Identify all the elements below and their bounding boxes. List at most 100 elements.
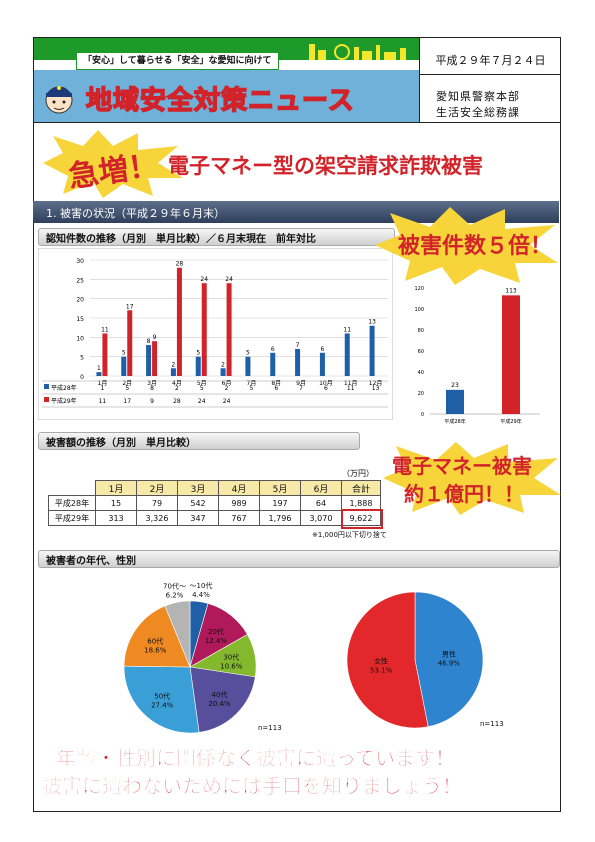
table-cell: 2 <box>225 385 229 392</box>
table-cell: 28 <box>173 398 181 405</box>
y-tick-label: 30 <box>76 258 84 265</box>
table-row: 平成28年 15 79 542 989 197 64 1,888 <box>48 495 381 511</box>
subsection-title-amount: 被害額の推移（月別 単月比較） <box>46 438 196 449</box>
y-tick-label: 10 <box>76 335 84 342</box>
table-cell: 79 <box>136 495 178 511</box>
data-label: 5 <box>196 350 200 357</box>
police-mascot-icon <box>45 86 73 114</box>
headline: 電子マネー型の架空請求詐欺被害 <box>168 154 483 178</box>
pie-label: 10.6% <box>220 662 243 670</box>
bar <box>502 295 520 414</box>
subsection-title-victims: 被害者の年代、性別 <box>46 556 136 567</box>
monthly-cases-chart: 0510152025301111月5172月893月2284月5245月2246… <box>38 248 393 420</box>
pie-label: 4.4% <box>192 591 210 599</box>
data-label: 13 <box>368 319 376 326</box>
x-tick-label: 6月 <box>222 380 232 387</box>
header-title-band <box>34 70 419 122</box>
bar <box>176 267 182 376</box>
x-tick-label: 4月 <box>172 380 182 387</box>
table-cell: 13 <box>372 385 380 392</box>
y-tick-label: 0 <box>80 374 84 381</box>
pie-label: 27.4% <box>151 702 174 710</box>
data-label: 28 <box>176 261 184 268</box>
bar <box>195 356 201 376</box>
table-cell: 17 <box>123 398 131 405</box>
subsection-header-cases <box>38 228 395 246</box>
table-cell: 24 <box>198 398 206 405</box>
bar <box>170 368 176 376</box>
x-tick-label: 9月 <box>296 380 306 387</box>
table-header: 4月 <box>218 480 260 496</box>
table-cell: 313 <box>95 510 137 526</box>
bar <box>245 356 251 376</box>
table-header-row: 1月 2月 3月 4月 5月 6月 合計 <box>48 480 381 496</box>
subsection-header-victims <box>38 550 560 568</box>
city-skyline-icon <box>309 44 406 60</box>
y-tick-label: 25 <box>76 277 84 284</box>
y-tick-label: 100 <box>414 307 424 313</box>
bar <box>152 341 158 376</box>
table-corner <box>48 480 96 496</box>
pie-label: 女性 <box>374 656 388 665</box>
table-cell: 3,326 <box>136 510 178 526</box>
data-label: 8 <box>147 338 151 345</box>
callout-cases: 被害件数５倍！ <box>398 234 553 259</box>
burst-shape-icon <box>383 442 561 515</box>
table-header: 6月 <box>300 480 342 496</box>
x-tick-label: 12月 <box>369 380 383 387</box>
org-division: 生活安全総務課 <box>436 106 520 119</box>
bar <box>201 283 207 376</box>
data-label: 6 <box>321 346 325 353</box>
data-label: 6 <box>271 346 275 353</box>
table-note: ※1,000円以下切り捨て <box>312 531 387 539</box>
data-label: 17 <box>126 303 134 310</box>
table-cell: 5 <box>250 385 254 392</box>
section-title: 1. 被害の状況（平成２９年６月末） <box>46 207 225 220</box>
table-cell: 6 <box>324 385 328 392</box>
subsection-title-cases: 認知件数の推移（月別 単月比較）／６月末現在 前年対比 <box>46 234 316 245</box>
issue-date: 平成２９年７月２４日 <box>435 54 546 67</box>
data-label: 113 <box>505 287 517 294</box>
table-cell: 2 <box>175 385 179 392</box>
yearly-comparison-chart: 0 20 40 60 80 100 120 23 平成28年 113 平成29年 <box>414 286 540 425</box>
table-cell: 9 <box>150 398 154 405</box>
x-tick-label: 5月 <box>197 380 207 387</box>
table-cell: 5 <box>125 385 129 392</box>
age-sample-size: n=113 <box>258 724 282 732</box>
table-header: 1月 <box>95 480 137 496</box>
data-label: 5 <box>246 350 250 357</box>
burst-shape-icon <box>43 130 183 198</box>
bar <box>446 389 464 414</box>
tagline: 「安心」して暮らせる「安全」な愛知に向けて <box>76 52 279 70</box>
y-tick-label: 80 <box>418 328 424 334</box>
table-cell: 542 <box>177 495 219 511</box>
pie-label: 50代 <box>154 692 170 701</box>
org-name: 愛知県警察本部 <box>436 90 520 103</box>
data-label: 9 <box>153 334 157 341</box>
data-label: 1 <box>97 365 101 372</box>
table-cell: 7 <box>299 385 303 392</box>
table-header: 5月 <box>259 480 301 496</box>
pie-label: 20.4% <box>208 700 231 708</box>
pie-slice <box>123 605 191 668</box>
table-cell: 6 <box>274 385 278 392</box>
subsection-header-amount <box>38 432 360 450</box>
total-highlight-box <box>341 509 383 529</box>
pie-slice <box>164 600 191 668</box>
y-tick-label: 60 <box>418 349 424 355</box>
legend-label: 平成29年 <box>51 397 77 405</box>
pie-label: 60代 <box>147 636 163 645</box>
x-tick-label: 1月 <box>98 380 108 387</box>
table-cell: 1 <box>101 385 105 392</box>
pie-label: ～10代 <box>190 581 213 590</box>
bar <box>369 325 375 376</box>
data-label: 11 <box>343 326 351 333</box>
burst-shape-icon <box>375 207 558 285</box>
header-info-panel: 平成２９年７月２４日 愛知県警察本部 生活安全総務課 <box>419 38 561 122</box>
table-cell: 8 <box>150 385 154 392</box>
gender-sample-size: n=113 <box>480 720 504 728</box>
legend-label: 平成28年 <box>51 384 77 392</box>
pie-slice <box>123 665 200 734</box>
divider <box>420 74 561 75</box>
